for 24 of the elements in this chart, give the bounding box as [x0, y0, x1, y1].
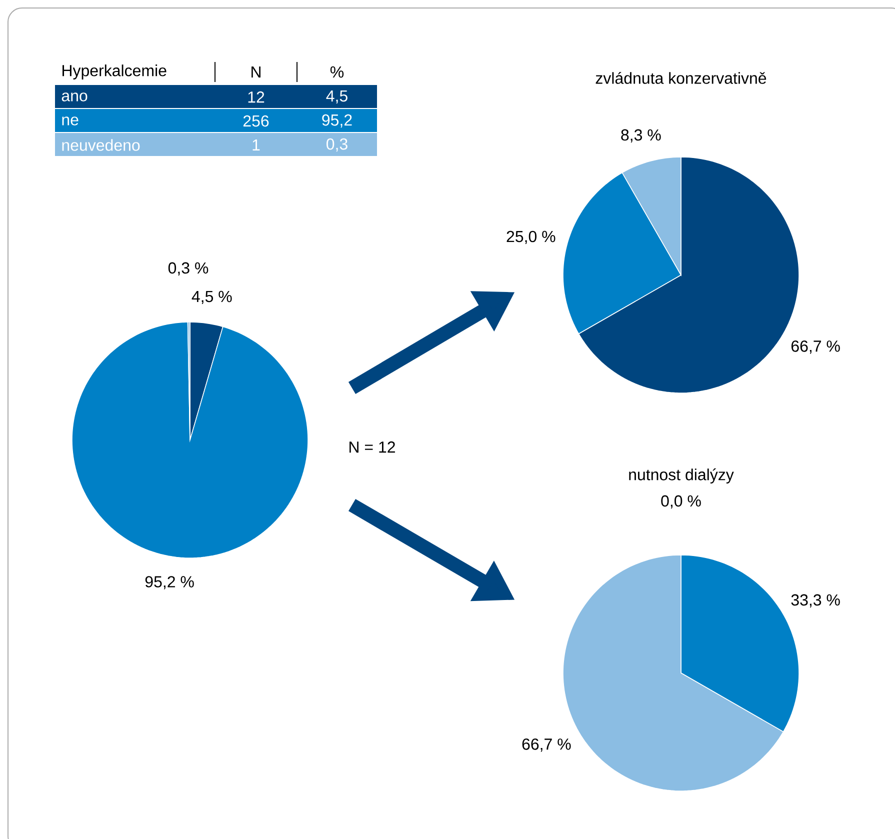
- chart-title: nutnost dialýzy: [629, 468, 734, 484]
- text: 4,5: [326, 90, 348, 104]
- data-label: 25,0 %: [506, 230, 556, 244]
- data-label: 0,3 %: [168, 262, 208, 276]
- text: N: [252, 66, 260, 78]
- text: 1: [252, 139, 260, 150]
- text: Hyperkalcemie: [62, 64, 166, 80]
- text: %: [330, 66, 344, 78]
- text: 0,0 %: [661, 495, 701, 508]
- text: neuvedeno: [62, 139, 140, 151]
- text: ano: [62, 92, 88, 102]
- data-label: 66,7 %: [791, 340, 840, 354]
- data-label: 4,5 %: [192, 290, 232, 304]
- chart-title: zvládnuta konzervativně: [596, 72, 766, 84]
- text: ne: [62, 116, 78, 126]
- text: 256: [243, 115, 269, 127]
- text: 0,3: [326, 138, 348, 152]
- data-label: 8,3 %: [621, 129, 661, 142]
- data-label: 95,2 %: [145, 576, 194, 590]
- data-label: 66,7 %: [522, 738, 571, 752]
- text: 12: [248, 91, 264, 103]
- data-label: 33,3 %: [791, 594, 840, 608]
- text: N = 12: [350, 441, 395, 453]
- text: 95,2: [322, 114, 352, 128]
